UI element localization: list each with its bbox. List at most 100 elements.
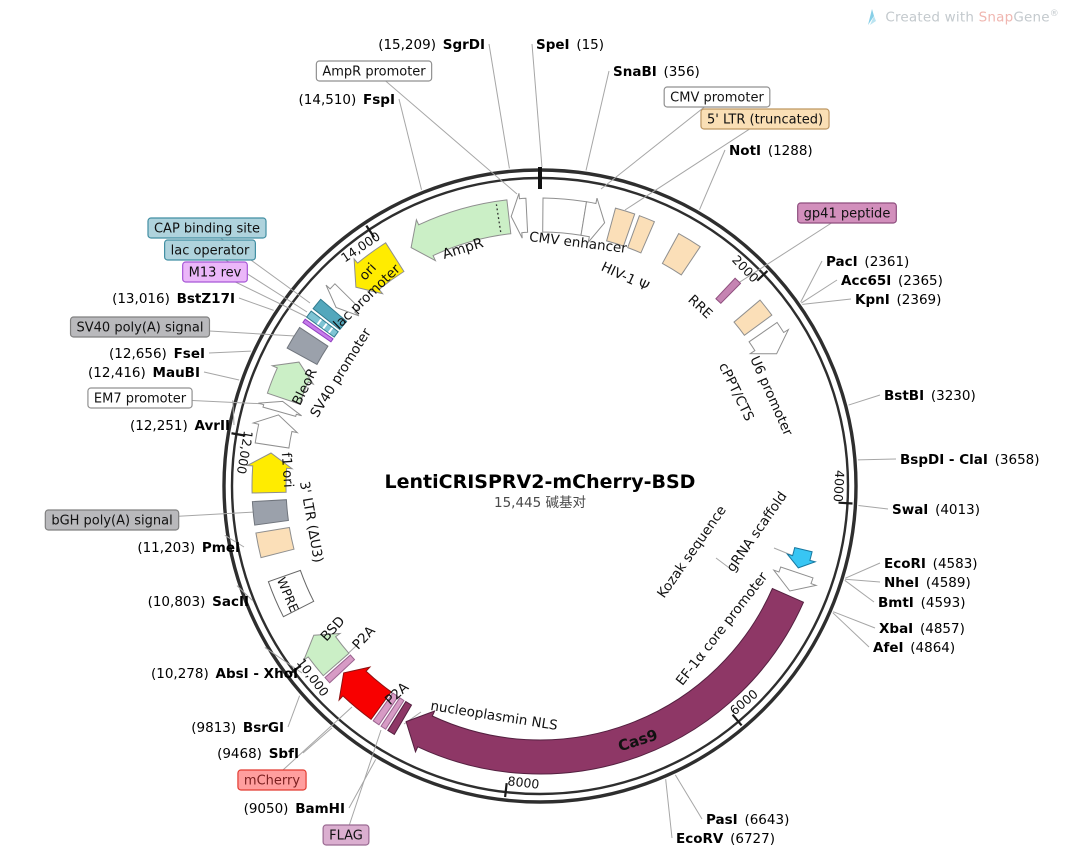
leader-paci <box>800 260 823 303</box>
feature-ef-1-core-promoter <box>772 566 818 592</box>
feature-sv40-poly-a-signal <box>286 326 329 366</box>
feature-label-3-ltr-u3: 3' LTR (ΔU3) <box>296 480 326 564</box>
enzyme-label-sacii: (10,803) SacII <box>148 594 249 610</box>
feature-label-kozak-sequence: Kozak sequence <box>654 503 730 601</box>
enzyme-label-bmti: BmtI (4593) <box>878 595 965 611</box>
plasmid-size-subtitle: 15,445 碱基对 <box>494 494 586 511</box>
leader-bamhi <box>348 759 377 809</box>
boxed-label-bg-m13-rev <box>182 261 248 283</box>
feature-cap-binding-site <box>312 298 348 331</box>
boxed-label-cmv-promoter: CMV promoter <box>670 91 764 106</box>
enzyme-label-bstbi: BstBI (3230) <box>884 388 976 404</box>
feature-stripe-0 <box>327 327 334 334</box>
tick-label-8000: 8000 <box>507 773 540 791</box>
tick-8000 <box>504 783 508 798</box>
enzyme-label-swai: SwaI (4013) <box>892 502 980 518</box>
boxed-label-m13-rev: M13 rev <box>189 266 242 281</box>
leader-noti <box>699 149 726 210</box>
leader-extra-0 <box>715 557 733 571</box>
leader-5-ltr-truncated <box>624 118 766 211</box>
feature-f1-ori <box>245 452 294 494</box>
feature-hiv-1-psi <box>627 215 656 254</box>
feature-em7-promoter <box>258 400 302 418</box>
leader-bsrgi <box>287 695 301 728</box>
boxed-label-mcherry: mCherry <box>244 774 300 789</box>
boxed-label-bg-ampr-promoter <box>315 60 433 82</box>
leader-bstbi <box>848 394 881 406</box>
boxed-label-bg-sv40-poly-a-signal <box>69 316 211 338</box>
boxed-label-bgh-poly-a-signal: bGH poly(A) signal <box>51 514 172 529</box>
feature-nucleoplasmin-nls <box>387 700 413 736</box>
enzyme-label-acc65i: Acc65I (2365) <box>841 273 943 289</box>
boxed-label-ampr-promoter: AmpR promoter <box>322 65 426 80</box>
boxed-label-bg-bgh-poly-a-signal <box>44 509 180 531</box>
tick-12000 <box>231 432 246 437</box>
leader-cmv-promoter <box>600 96 718 190</box>
leader-swai <box>858 504 889 510</box>
enzyme-label-snabi: SnaBI (356) <box>613 64 700 80</box>
snapgene-logo-icon <box>868 9 877 25</box>
feature-grna-scaffold <box>785 546 817 569</box>
leader-pmei <box>224 534 245 548</box>
enzyme-label-avrii: (12,251) AvrII <box>130 418 230 434</box>
feature-wpre <box>267 569 315 618</box>
enzyme-label-bstz17i: (13,016) BstZ17I <box>112 291 235 307</box>
leader-avrii <box>232 400 235 426</box>
snapgene-watermark: Created with SnapGene® <box>864 8 1059 26</box>
feature-p2a <box>372 692 399 726</box>
leader-flag <box>345 729 382 836</box>
feature-bgh-poly-a-signal <box>251 499 289 526</box>
feature-cppt-cts <box>733 299 773 336</box>
enzyme-label-afei: AfeI (4864) <box>873 640 955 656</box>
boxed-label-bg-gp41-peptide <box>797 202 897 224</box>
feature-stripe-2 <box>316 318 322 325</box>
leader-sgrdi <box>488 43 510 169</box>
leader-acc65i <box>801 279 838 304</box>
boxed-label-bg-em7-promoter <box>87 387 193 409</box>
enzyme-label-bsrgi: (9813) BsrGI <box>191 720 284 736</box>
enzyme-label-ecorv: EcoRV (6727) <box>676 831 775 847</box>
feature-bleor <box>266 361 315 405</box>
boxed-label-em7-promoter: EM7 promoter <box>94 392 187 407</box>
leader-pasi <box>674 774 703 820</box>
feature-stripe-1 <box>322 322 328 330</box>
feature-ampr-promoter <box>510 193 529 239</box>
feature-3-ltr-u3 <box>255 526 295 559</box>
enzyme-label-absi-xhoi: (10,278) AbsI - XhoI <box>151 666 298 682</box>
feature-label-u6-promoter: U6 promoter <box>746 354 796 439</box>
leader-spei <box>531 43 543 168</box>
leader-fspi <box>398 98 423 190</box>
enzyme-label-xbai: XbaI (4857) <box>879 621 965 637</box>
enzyme-label-fsei: (12,656) FseI <box>109 346 205 362</box>
enzyme-label-sbfi: (9468) SbfI <box>217 746 299 762</box>
boxed-label-bg-cmv-promoter <box>663 86 771 108</box>
tick-14000 <box>365 224 376 238</box>
leader-fsei <box>208 350 251 354</box>
feature-bsd <box>302 632 350 677</box>
feature-p2a <box>324 654 356 684</box>
feature-5-ltr-truncated <box>605 207 636 247</box>
leader-xbai <box>833 611 876 629</box>
feature-label-hiv-1: HIV-1 Ψ <box>599 259 652 295</box>
enzyme-label-pmei: (11,203) PmeI <box>137 540 240 556</box>
enzyme-label-spei: SpeI (15) <box>536 37 604 53</box>
enzyme-label-maubi: (12,416) MauBI <box>88 365 200 381</box>
feature-label-rre: RRE <box>685 292 716 322</box>
feature-label-f1-ori: f1 ori <box>278 452 296 488</box>
tick-4000 <box>838 501 853 505</box>
enzyme-label-bamhi: (9050) BamHI <box>244 801 345 817</box>
enzyme-label-bspdi-clai: BspDI - ClaI (3658) <box>900 452 1040 468</box>
feature-gp41-peptide <box>715 277 742 305</box>
leader-bmti <box>844 579 875 603</box>
tick-6000 <box>731 714 743 727</box>
feature-u6-promoter <box>748 321 790 355</box>
boxed-label-flag: FLAG <box>329 829 363 844</box>
leader-mcherry <box>271 706 353 781</box>
enzyme-label-paci: PacI (2361) <box>826 254 909 270</box>
tick-2000 <box>756 270 769 282</box>
boxed-label-bg-flag <box>322 824 370 846</box>
feature-rre <box>661 232 701 276</box>
